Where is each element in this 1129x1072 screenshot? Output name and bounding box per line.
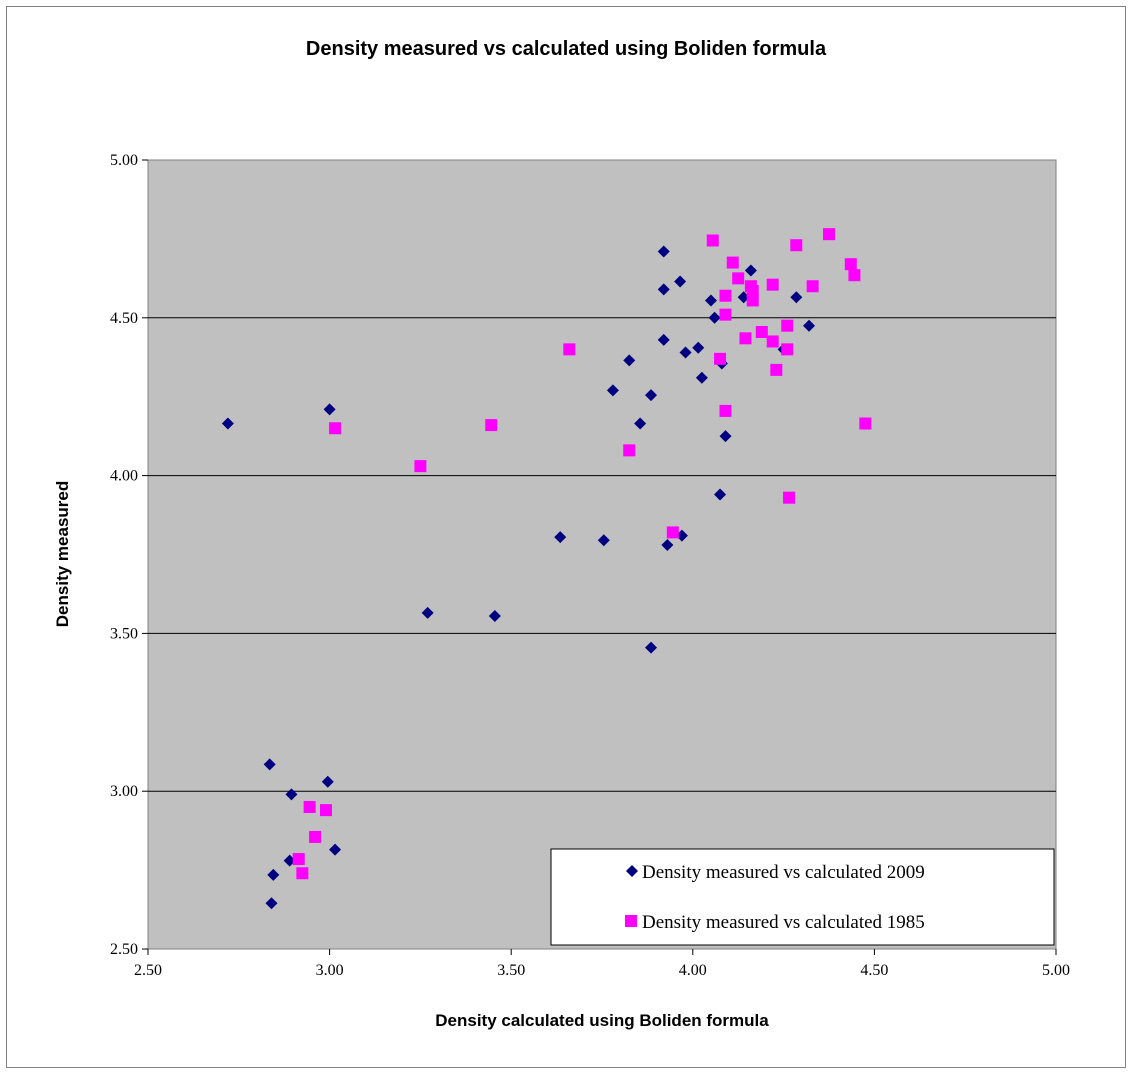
point-1985	[666, 526, 679, 539]
x-tick-label: 4.00	[679, 962, 707, 979]
y-tick-label: 2.50	[110, 941, 138, 958]
point-1985	[755, 326, 768, 339]
point-2009	[221, 417, 234, 430]
point-2009	[623, 354, 636, 367]
point-1985	[309, 830, 322, 843]
legend: Density measured vs calculated 2009 Dens…	[550, 848, 1055, 946]
point-2009	[674, 275, 687, 288]
point-1985	[781, 319, 794, 332]
point-1985	[790, 239, 803, 252]
point-1985	[303, 800, 316, 813]
point-1985	[746, 284, 759, 297]
x-axis-title: Density calculated using Boliden formula	[435, 1011, 769, 1030]
point-2009	[267, 868, 280, 881]
point-2009	[283, 854, 296, 867]
point-1985	[296, 867, 309, 880]
x-tick-label: 3.50	[497, 962, 525, 979]
point-1985	[746, 294, 759, 307]
point-2009	[679, 346, 692, 359]
point-2009	[661, 539, 674, 552]
point-2009	[285, 788, 298, 801]
point-1985	[823, 228, 835, 241]
y-axis-ticks: 2.50 3.00 3.50 4.00 4.50 5.00	[110, 152, 148, 958]
point-1985	[739, 332, 752, 345]
legend-label-1985: Density measured vs calculated 1985	[642, 912, 925, 933]
y-axis-title: Density measured	[53, 481, 72, 627]
gridlines	[148, 317, 1056, 792]
point-2009	[744, 264, 757, 277]
point-2009	[803, 319, 816, 332]
point-2009	[597, 534, 610, 547]
point-2009	[719, 430, 732, 443]
point-1985	[719, 308, 732, 321]
point-2009	[606, 384, 619, 397]
point-2009	[675, 529, 688, 542]
point-2009	[704, 294, 717, 307]
y-tick-label: 3.50	[110, 625, 138, 642]
point-2009	[657, 333, 670, 346]
point-2009	[554, 531, 567, 544]
point-2009	[265, 897, 278, 910]
point-2009	[321, 775, 334, 788]
point-2009	[329, 843, 342, 856]
point-1985	[806, 280, 819, 293]
point-2009	[323, 403, 336, 416]
point-2009	[657, 245, 670, 258]
point-2009	[645, 641, 658, 654]
x-tick-label: 4.50	[860, 962, 888, 979]
point-1985	[726, 256, 739, 269]
point-2009	[695, 371, 708, 384]
point-1985	[783, 491, 796, 504]
legend-label-2009: Density measured vs calculated 2009	[642, 862, 925, 883]
point-1985	[844, 258, 857, 271]
plot-area	[147, 159, 1057, 950]
y-tick-label: 5.00	[110, 152, 138, 169]
point-1985	[623, 444, 636, 457]
point-2009	[708, 311, 721, 324]
point-1985	[706, 234, 719, 247]
point-2009	[634, 417, 647, 430]
point-2009	[790, 291, 803, 304]
y-tick-label: 4.00	[110, 468, 138, 485]
point-1985	[770, 363, 783, 376]
point-1985	[848, 269, 861, 282]
point-2009	[421, 606, 434, 619]
point-1985	[719, 289, 732, 302]
point-1985	[414, 460, 427, 473]
legend-marker-2009	[626, 865, 638, 877]
data-points	[221, 228, 872, 910]
x-tick-label: 5.00	[1042, 962, 1070, 979]
point-1985	[719, 404, 732, 417]
y-tick-label: 3.00	[110, 783, 138, 800]
point-1985	[292, 853, 305, 866]
x-tick-label: 3.00	[316, 962, 344, 979]
point-1985	[485, 419, 498, 432]
point-1985	[329, 422, 342, 435]
point-2009	[263, 758, 276, 771]
point-2009	[645, 389, 658, 402]
point-2009	[488, 610, 501, 623]
point-2009	[714, 488, 727, 501]
point-2009	[657, 283, 670, 296]
point-1985	[766, 335, 779, 348]
point-1985	[563, 343, 576, 356]
point-1985	[732, 272, 745, 285]
x-tick-label: 2.50	[134, 962, 162, 979]
point-1985	[766, 278, 779, 291]
chart-title: Density measured vs calculated using Bol…	[306, 38, 827, 60]
point-1985	[319, 804, 332, 817]
point-1985	[714, 352, 727, 365]
legend-box	[550, 848, 1055, 946]
legend-marker-1985	[625, 915, 637, 927]
point-1985	[859, 417, 872, 430]
x-axis-ticks: 2.50 3.00 3.50 4.00 4.50 5.00	[134, 949, 1070, 979]
point-2009	[737, 291, 750, 304]
point-2009	[692, 341, 705, 354]
point-1985	[781, 343, 794, 356]
y-tick-label: 4.50	[110, 310, 138, 327]
